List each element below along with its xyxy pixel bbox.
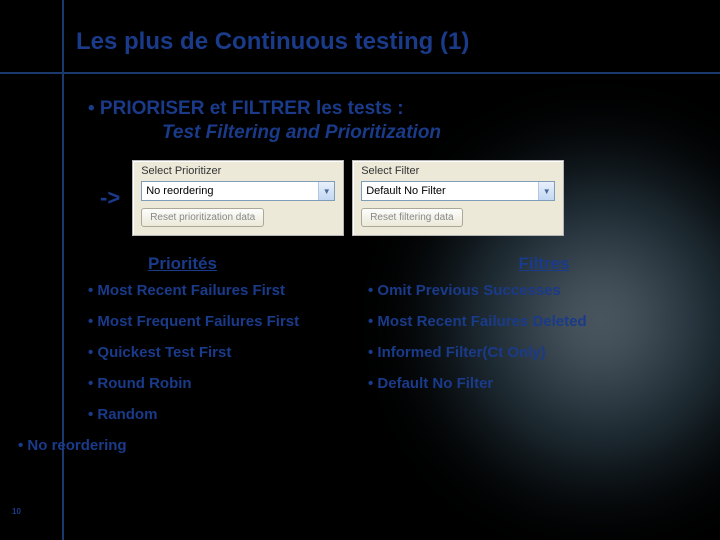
reset-prioritization-button[interactable]: Reset prioritization data	[141, 208, 264, 227]
list-item: • No reordering	[18, 437, 368, 454]
prioritizer-panel: Select Prioritizer No reordering ▼ Reset…	[132, 160, 344, 236]
prioritizer-label: Select Prioritizer	[141, 165, 335, 177]
priorities-column: Priorités • Most Recent Failures First •…	[88, 254, 368, 468]
filters-header: Filtres	[368, 254, 720, 274]
filter-dropdown[interactable]: Default No Filter ▼	[361, 181, 555, 201]
list-item: • Most Recent Failures Deleted	[368, 313, 720, 330]
list-item: • Most Frequent Failures First	[88, 313, 368, 330]
prioritizer-value: No reordering	[142, 185, 318, 197]
filter-label: Select Filter	[361, 165, 555, 177]
chevron-down-icon[interactable]: ▼	[318, 182, 334, 200]
bullet-prioriser: • PRIORISER et FILTRER les tests :	[88, 98, 720, 120]
list-item: • Omit Previous Successes	[368, 282, 720, 299]
list-item: • Random	[88, 406, 368, 423]
filter-panel: Select Filter Default No Filter ▼ Reset …	[352, 160, 564, 236]
lists-columns: Priorités • Most Recent Failures First •…	[88, 254, 720, 468]
reset-filter-button[interactable]: Reset filtering data	[361, 208, 462, 227]
chevron-down-icon[interactable]: ▼	[538, 182, 554, 200]
prioritizer-dropdown[interactable]: No reordering ▼	[141, 181, 335, 201]
list-item: • Quickest Test First	[88, 344, 368, 361]
filter-value: Default No Filter	[362, 185, 538, 197]
priorities-header: Priorités	[88, 254, 368, 274]
arrow-icon: ->	[100, 185, 120, 211]
page-number: 10	[12, 507, 21, 516]
list-item: • Round Robin	[88, 375, 368, 392]
subtitle: Test Filtering and Prioritization	[88, 122, 720, 144]
list-item: • Informed Filter(Ct Only)	[368, 344, 720, 361]
slide-body: • PRIORISER et FILTRER les tests : Test …	[68, 68, 720, 468]
slide-title: Les plus de Continuous testing (1)	[68, 28, 720, 68]
panels-row: -> Select Prioritizer No reordering ▼ Re…	[88, 160, 720, 236]
filters-column: Filtres • Omit Previous Successes • Most…	[368, 254, 720, 468]
slide-content: Les plus de Continuous testing (1) • PRI…	[0, 0, 720, 468]
list-item: • Most Recent Failures First	[88, 282, 368, 299]
list-item: • Default No Filter	[368, 375, 720, 392]
